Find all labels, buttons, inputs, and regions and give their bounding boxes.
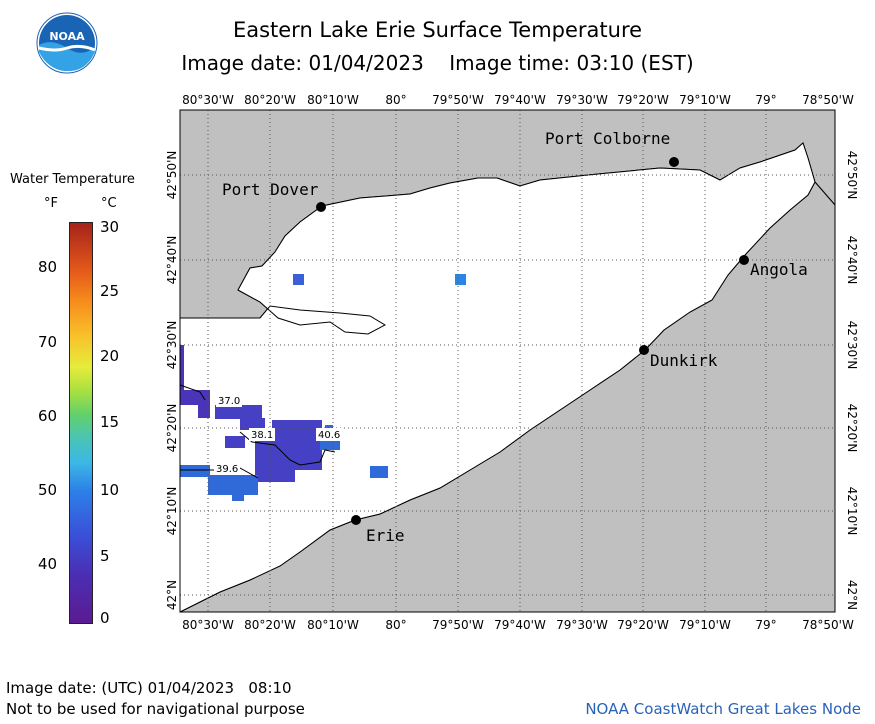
logo-text: NOAA [49, 30, 85, 43]
lon-label-bottom: 80° [385, 618, 406, 632]
lat-label-left: 42°50'N [165, 151, 179, 200]
lon-label-top: 79° [755, 93, 776, 107]
map-border [179, 109, 836, 613]
lon-label-bottom: 78°50'W [802, 618, 854, 632]
image-date: Image date: 01/04/2023 [181, 51, 424, 75]
lon-label-bottom: 80°30'W [182, 618, 234, 632]
c-tick: 5 [100, 547, 110, 565]
c-tick: 15 [100, 413, 120, 431]
city-label-port-colborne: Port Colborne [545, 129, 670, 148]
lon-label-bottom: 80°20'W [244, 618, 296, 632]
unit-fahrenheit: °F [44, 196, 58, 211]
c-tick: 30 [100, 218, 120, 236]
image-time: Image time: 03:10 (EST) [449, 51, 694, 75]
city-dot-port-dover [316, 202, 326, 212]
lat-label-right: 42°N [845, 580, 859, 610]
credit-text: NOAA CoastWatch Great Lakes Node [585, 700, 861, 718]
lon-label-top: 80°10'W [307, 93, 359, 107]
contour-label: 39.6 [216, 464, 238, 475]
f-tick: 60 [38, 407, 58, 425]
lon-label-top: 79°10'W [679, 93, 731, 107]
lon-label-bottom: 79°20'W [617, 618, 669, 632]
lat-label-right: 42°10'N [845, 487, 859, 536]
lon-label-top: 80° [385, 93, 406, 107]
lon-label-top: 78°50'W [802, 93, 854, 107]
lat-label-right: 42°50'N [845, 151, 859, 200]
temperature-colorbar [69, 222, 93, 624]
map-title: Eastern Lake Erie Surface Temperature [232, 18, 643, 42]
contour-label: 37.0 [218, 396, 240, 407]
lon-label-bottom: 79°50'W [432, 618, 484, 632]
temp-pixel [293, 274, 304, 285]
temp-pixel [180, 390, 210, 405]
city-label-dunkirk: Dunkirk [650, 351, 718, 370]
c-tick: 25 [100, 282, 120, 300]
image-datetime: Image date: 01/04/2023 Image time: 03:10… [0, 51, 875, 75]
lon-label-top: 79°30'W [556, 93, 608, 107]
lat-label-left: 42°10'N [165, 487, 179, 536]
temp-pixel [198, 403, 210, 418]
city-dot-angola [739, 255, 749, 265]
legend-title: Water Temperature [10, 172, 135, 187]
temp-pixel [215, 405, 262, 419]
temp-pixel [180, 465, 210, 477]
lon-label-top: 80°30'W [182, 93, 234, 107]
c-tick: 10 [100, 481, 120, 499]
contour-label: 40.6 [318, 430, 340, 441]
temperature-pixels [180, 274, 466, 501]
temp-pixel [208, 475, 258, 495]
temp-pixel [232, 493, 244, 501]
lat-label-right: 42°20'N [845, 404, 859, 453]
city-label-erie: Erie [366, 526, 405, 545]
temp-pixel [255, 440, 295, 482]
f-tick: 80 [38, 258, 58, 276]
c-tick: 20 [100, 347, 120, 365]
utc-image-date: Image date: (UTC) 01/04/2023 08:10 [6, 679, 292, 697]
noaa-logo-icon: NOAA [36, 12, 98, 74]
temp-pixel [180, 345, 184, 390]
temp-pixel [370, 466, 388, 478]
city-label-port-dover: Port Dover [222, 180, 319, 199]
lat-label-left: 42°20'N [165, 404, 179, 453]
lat-label-left: 42°30'N [165, 321, 179, 370]
f-tick: 50 [38, 481, 58, 499]
temp-pixel [240, 418, 265, 430]
city-dot-dunkirk [639, 345, 649, 355]
navigation-disclaimer: Not to be used for navigational purpose [6, 700, 305, 718]
lon-label-bottom: 79°10'W [679, 618, 731, 632]
lon-label-top: 79°50'W [432, 93, 484, 107]
lat-label-left: 42°N [165, 580, 179, 610]
temp-pixel [320, 440, 340, 450]
lon-label-top: 79°20'W [617, 93, 669, 107]
temp-pixel [455, 274, 466, 285]
contour-label: 38.1 [251, 430, 273, 441]
lon-label-top: 79°40'W [494, 93, 546, 107]
temp-pixel [225, 436, 245, 448]
f-tick: 70 [38, 333, 58, 351]
lon-label-bottom: 80°10'W [307, 618, 359, 632]
c-tick: 0 [100, 609, 110, 627]
city-label-angola: Angola [750, 260, 808, 279]
lon-label-bottom: 79°30'W [556, 618, 608, 632]
lon-label-bottom: 79°40'W [494, 618, 546, 632]
lon-label-top: 80°20'W [244, 93, 296, 107]
lat-label-left: 42°40'N [165, 236, 179, 285]
city-markers [316, 157, 749, 525]
city-dot-port-colborne [669, 157, 679, 167]
lat-label-right: 42°30'N [845, 321, 859, 370]
lat-label-right: 42°40'N [845, 236, 859, 285]
city-dot-erie [351, 515, 361, 525]
f-tick: 40 [38, 555, 58, 573]
unit-celsius: °C [101, 196, 117, 211]
lon-label-bottom: 79° [755, 618, 776, 632]
